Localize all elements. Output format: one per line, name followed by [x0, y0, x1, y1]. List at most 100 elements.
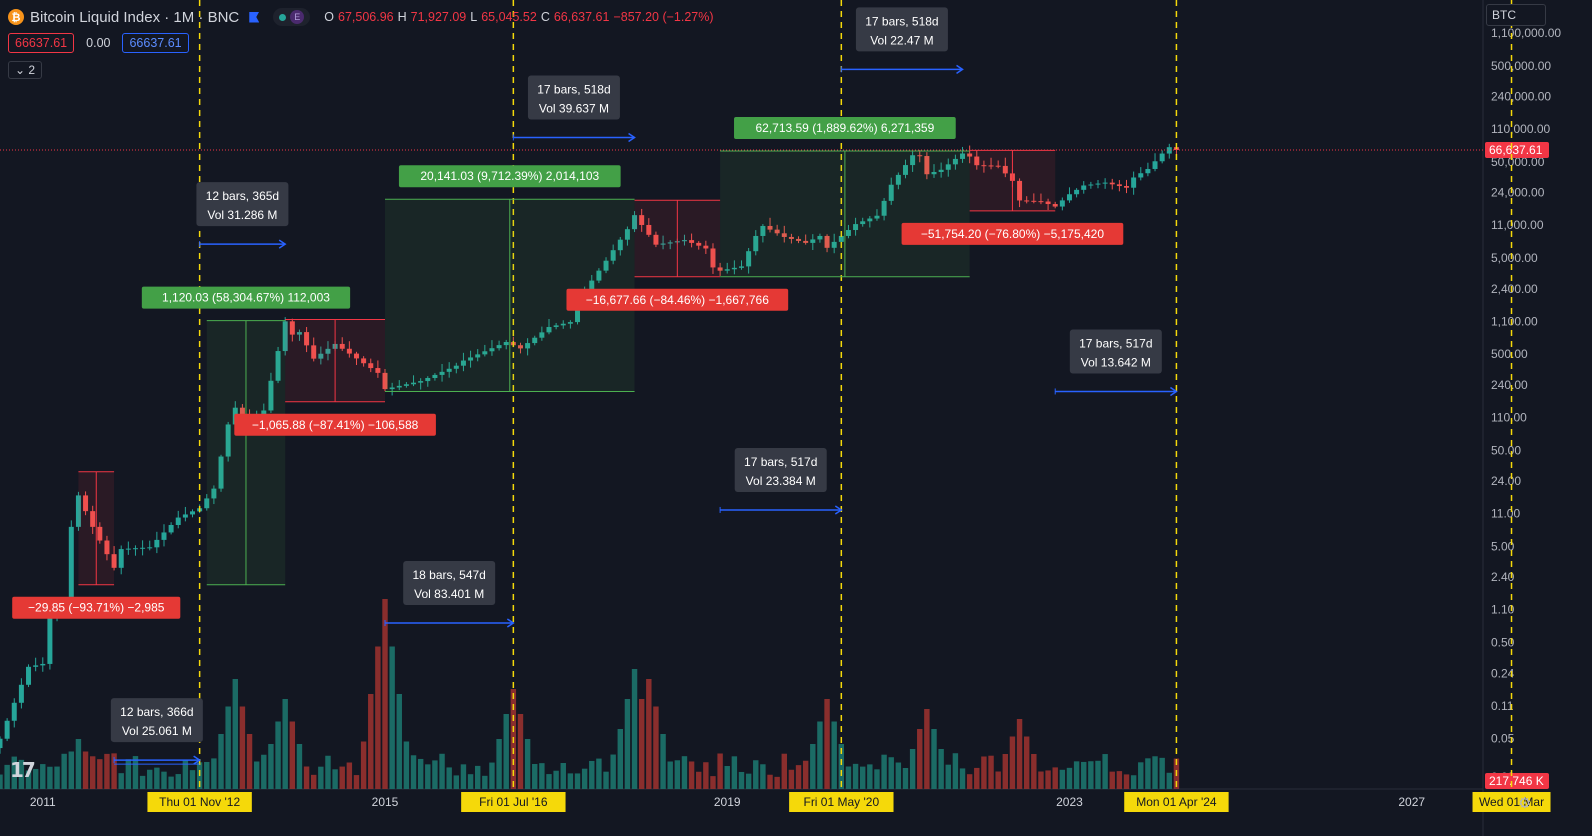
candle-body — [589, 280, 595, 291]
y-tick-label: 110,000.00 — [1491, 122, 1550, 136]
indicators-toggle[interactable]: ⌄ 2 — [8, 61, 43, 79]
measure-label: −29.85 (−93.71%) −2,985 — [28, 601, 165, 615]
volume-label: 217.746 K — [1489, 774, 1544, 788]
symbol-title[interactable]: Bitcoin Liquid Index · 1M · BNC — [30, 8, 240, 26]
change-value: −857.20 (−1.27%) — [613, 10, 714, 24]
candle-body — [639, 215, 645, 225]
candle-body — [26, 666, 32, 685]
volume-bar — [425, 764, 431, 789]
volume-bar — [161, 771, 167, 789]
range-arrow-icon — [193, 755, 201, 765]
tradingview-logo-icon[interactable]: 17 — [10, 758, 36, 782]
range-label-volume: Vol 22.47 M — [870, 33, 933, 47]
y-tick-label: 24.00 — [1491, 474, 1521, 488]
candle-body — [845, 230, 851, 236]
volume-bar — [154, 767, 160, 789]
volume-bar — [767, 774, 773, 789]
flag-icon[interactable] — [249, 11, 260, 23]
volume-bar — [674, 760, 681, 789]
y-tick-label: 24,000.00 — [1491, 186, 1545, 200]
low-value: 65,045.52 — [481, 10, 537, 24]
volume-bar — [11, 756, 17, 789]
candle-body — [803, 240, 809, 243]
candle-body — [311, 345, 317, 359]
candle-body — [767, 225, 773, 230]
volume-bar — [788, 769, 795, 789]
sell-button[interactable]: 66637.61 — [8, 33, 75, 53]
candle-body — [496, 345, 502, 349]
volume-bar — [753, 760, 759, 789]
candle-body — [339, 343, 345, 349]
volume-bar — [667, 761, 673, 789]
volume-bar — [32, 768, 39, 789]
y-tick-label: 500.00 — [1491, 347, 1528, 361]
range-label-bars: 17 bars, 517d — [1079, 336, 1152, 350]
volume-bar — [1016, 719, 1023, 789]
volume-bar — [325, 755, 331, 789]
volume-bar — [646, 679, 652, 789]
volume-bar — [581, 768, 588, 789]
candle-body — [225, 424, 231, 457]
volume-bar — [275, 721, 281, 789]
volume-bar — [1038, 771, 1044, 789]
candle-body — [788, 236, 794, 239]
candle-body — [368, 363, 374, 369]
candle-body — [239, 407, 245, 416]
candle-body — [382, 372, 388, 390]
y-tick-label: 1.10 — [1491, 603, 1515, 617]
volume-bar — [147, 769, 153, 789]
close-value: 66,637.61 — [553, 10, 610, 24]
volume-bar — [952, 753, 959, 789]
volume-bar — [496, 739, 502, 789]
settings-gear-icon[interactable]: ⚙ — [1518, 794, 1532, 812]
candle-body — [810, 239, 816, 243]
measure-label: −16,677.66 (−84.46%) −1,667,766 — [586, 293, 769, 307]
volume-bar — [168, 776, 174, 789]
candle-body — [525, 343, 531, 349]
volume-bar — [781, 753, 787, 789]
candle-body — [33, 665, 39, 667]
candle-body — [746, 251, 752, 267]
candle-body — [560, 323, 566, 326]
measure-label-box — [141, 286, 351, 309]
volume-bar — [104, 753, 110, 789]
volume-bar — [204, 761, 210, 789]
candle-body — [739, 266, 744, 268]
range-label-volume: Vol 39.637 M — [539, 101, 609, 115]
marker-date-label: Mon 01 Apr '24 — [1136, 795, 1217, 809]
volume-bar — [246, 734, 253, 789]
volume-bar — [211, 758, 217, 789]
volume-bar — [0, 774, 3, 789]
trade-panel: 66637.61 0.00 66637.61 — [8, 33, 189, 53]
candle-body — [1059, 200, 1065, 207]
volume-bar — [268, 744, 274, 789]
candle-body — [425, 377, 431, 382]
volume-bar — [296, 744, 303, 789]
candle-body — [1095, 183, 1101, 185]
market-status-pill[interactable]: E — [273, 8, 311, 26]
volume-bar — [346, 762, 353, 789]
currency-select[interactable]: BTC — [1486, 4, 1546, 26]
volume-bar — [731, 756, 738, 789]
candle-body — [418, 381, 424, 383]
volume-bar — [339, 766, 345, 789]
candle-body — [760, 225, 766, 236]
candle-body — [1138, 173, 1144, 178]
buy-button[interactable]: 66637.61 — [122, 33, 189, 53]
candle-body — [168, 525, 174, 533]
volume-bar — [1009, 736, 1016, 789]
range-label-box — [855, 7, 948, 52]
candle-body — [717, 267, 723, 271]
volume-bar — [1088, 761, 1094, 789]
candle-body — [318, 353, 324, 359]
candle-body — [289, 321, 295, 335]
candle-body — [867, 218, 873, 222]
volume-bar — [1102, 754, 1108, 789]
candle-body — [460, 360, 466, 366]
candle-body — [546, 327, 552, 333]
candle-body — [988, 165, 994, 167]
range-label-bars: 12 bars, 366d — [120, 705, 193, 719]
candle-body — [553, 325, 559, 328]
measure-label: 62,713.59 (1,889.62%) 6,271,359 — [755, 121, 934, 135]
